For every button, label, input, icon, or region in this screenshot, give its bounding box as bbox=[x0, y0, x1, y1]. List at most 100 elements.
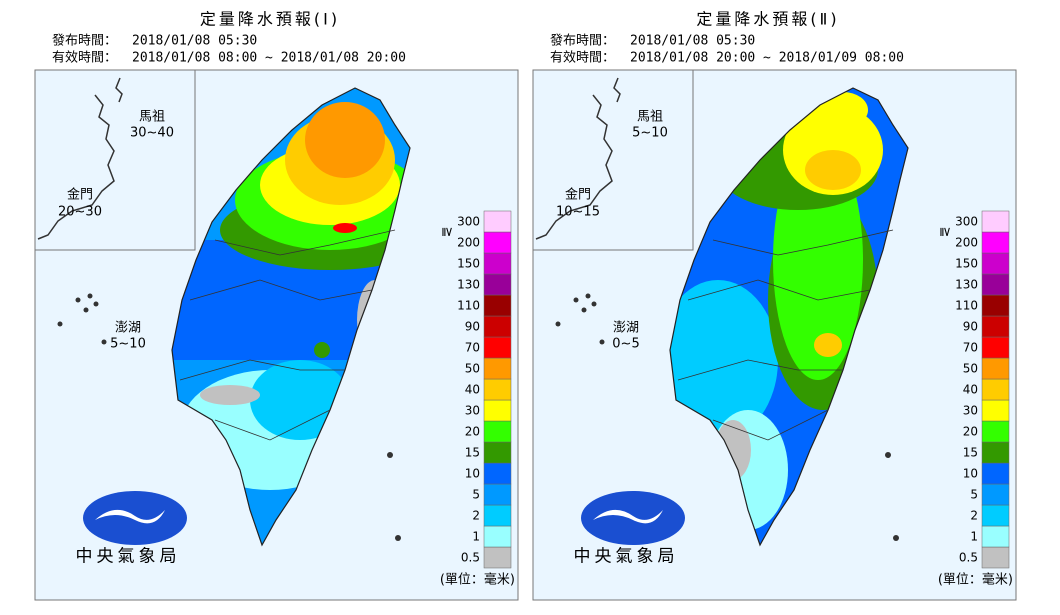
issue-label: 發布時間： bbox=[52, 34, 117, 49]
island bbox=[573, 297, 579, 303]
legend-label: 2 bbox=[472, 509, 480, 523]
taiwan-outline bbox=[171, 87, 411, 547]
legend-label: 40 bbox=[963, 383, 978, 397]
penghu-range: 5~10 bbox=[110, 337, 146, 352]
island bbox=[555, 321, 561, 327]
matsu-name: 馬祖 bbox=[637, 110, 663, 125]
legend-swatch bbox=[483, 231, 512, 254]
kinmen-range: 20~30 bbox=[58, 205, 102, 220]
legend-label: 110 bbox=[457, 299, 480, 313]
legend-label: 15 bbox=[465, 446, 480, 460]
island bbox=[599, 339, 605, 345]
legend-swatch bbox=[981, 357, 1010, 380]
island bbox=[57, 321, 63, 327]
legend-label: 30 bbox=[963, 404, 978, 418]
legend-label: 50 bbox=[465, 362, 480, 376]
legend-label: 20 bbox=[963, 425, 978, 439]
legend-label: 0.5 bbox=[959, 551, 978, 565]
issue-time: 2018/01/08 05:30 bbox=[132, 34, 257, 49]
penghu-name: 澎湖 bbox=[115, 321, 141, 336]
inset-coast bbox=[115, 77, 123, 103]
matsu-range: 30~40 bbox=[130, 126, 174, 141]
island bbox=[83, 307, 89, 313]
rain-area bbox=[314, 342, 330, 358]
legend-swatch bbox=[483, 399, 512, 422]
valid-label: 有效時間： bbox=[550, 51, 615, 66]
legend-label: 10 bbox=[963, 467, 978, 481]
island bbox=[591, 301, 597, 307]
rain-area bbox=[200, 385, 260, 405]
legend-swatch bbox=[483, 483, 512, 506]
legend-swatch bbox=[483, 252, 512, 275]
legend-swatch bbox=[981, 504, 1010, 527]
legend-swatch bbox=[981, 315, 1010, 338]
island bbox=[585, 293, 591, 299]
logo-swirl bbox=[593, 509, 663, 524]
legend-swatch bbox=[483, 525, 512, 548]
legend-label: 10 bbox=[465, 467, 480, 481]
inset-coast bbox=[613, 77, 621, 103]
legend-symbol: ≧ bbox=[938, 227, 953, 238]
legend-swatch bbox=[483, 378, 512, 401]
legend-label: 50 bbox=[963, 362, 978, 376]
kinmen-range: 10~15 bbox=[556, 205, 600, 220]
legend-swatch bbox=[483, 462, 512, 485]
island bbox=[885, 452, 891, 458]
inset-coast bbox=[535, 94, 613, 240]
legend-swatch bbox=[981, 546, 1010, 569]
rain-area bbox=[805, 150, 861, 190]
legend-swatch bbox=[981, 294, 1010, 317]
legend-label: 5 bbox=[970, 488, 978, 502]
issue-label: 發布時間： bbox=[550, 34, 615, 49]
legend-swatch bbox=[981, 525, 1010, 548]
legend-swatch bbox=[483, 273, 512, 296]
legend-label: 200 bbox=[955, 236, 978, 250]
kinmen-name: 金門 bbox=[565, 187, 591, 203]
county-border bbox=[677, 229, 894, 441]
legend-swatch bbox=[981, 420, 1010, 443]
county-border bbox=[179, 229, 396, 441]
legend-label: 150 bbox=[457, 257, 480, 271]
legend-swatch bbox=[981, 231, 1010, 254]
valid-time: 2018/01/08 20:00 ~ 2018/01/09 08:00 bbox=[630, 51, 904, 66]
legend-label: 300 bbox=[457, 215, 480, 229]
legend-swatch bbox=[981, 441, 1010, 464]
taiwan-outline bbox=[669, 87, 909, 547]
panel: 定量降水預報(Ⅱ) 發布時間： 2018/01/08 05:30 有效時間： 2018/… bbox=[532, 10, 1017, 601]
legend-swatch bbox=[981, 252, 1010, 275]
island bbox=[101, 339, 107, 345]
legend-swatch bbox=[981, 336, 1010, 359]
legend-symbol: ≧ bbox=[440, 227, 455, 238]
legend-label: 70 bbox=[963, 341, 978, 355]
legend-swatch bbox=[483, 504, 512, 527]
legend-label: 130 bbox=[955, 278, 978, 292]
legend-label: 30 bbox=[465, 404, 480, 418]
legend-label: 90 bbox=[963, 320, 978, 334]
legend-label: 20 bbox=[465, 425, 480, 439]
legend-swatch bbox=[483, 210, 512, 233]
legend-label: 15 bbox=[963, 446, 978, 460]
legend-swatch bbox=[483, 546, 512, 569]
issue-time: 2018/01/08 05:30 bbox=[630, 34, 755, 49]
legend-label: 1 bbox=[970, 530, 978, 544]
legend-swatch bbox=[483, 441, 512, 464]
legend-swatch bbox=[981, 462, 1010, 485]
island bbox=[395, 535, 401, 541]
rain-area bbox=[670, 280, 778, 440]
rain-area bbox=[818, 92, 868, 128]
legend-swatch bbox=[483, 336, 512, 359]
rain-area bbox=[814, 333, 842, 357]
agency-name: 中央氣象局 bbox=[76, 547, 181, 567]
legend-label: 1 bbox=[472, 530, 480, 544]
legend-swatch bbox=[483, 420, 512, 443]
legend-label: 90 bbox=[465, 320, 480, 334]
valid-label: 有效時間： bbox=[52, 51, 117, 66]
kinmen-name: 金門 bbox=[67, 187, 93, 203]
valid-time: 2018/01/08 08:00 ~ 2018/01/08 20:00 bbox=[132, 51, 406, 66]
penghu-range: 0~5 bbox=[612, 337, 639, 352]
legend-swatch bbox=[981, 273, 1010, 296]
island bbox=[387, 452, 393, 458]
island bbox=[93, 301, 99, 307]
unit: (單位：毫米) bbox=[440, 572, 515, 588]
legend-label: 300 bbox=[955, 215, 978, 229]
